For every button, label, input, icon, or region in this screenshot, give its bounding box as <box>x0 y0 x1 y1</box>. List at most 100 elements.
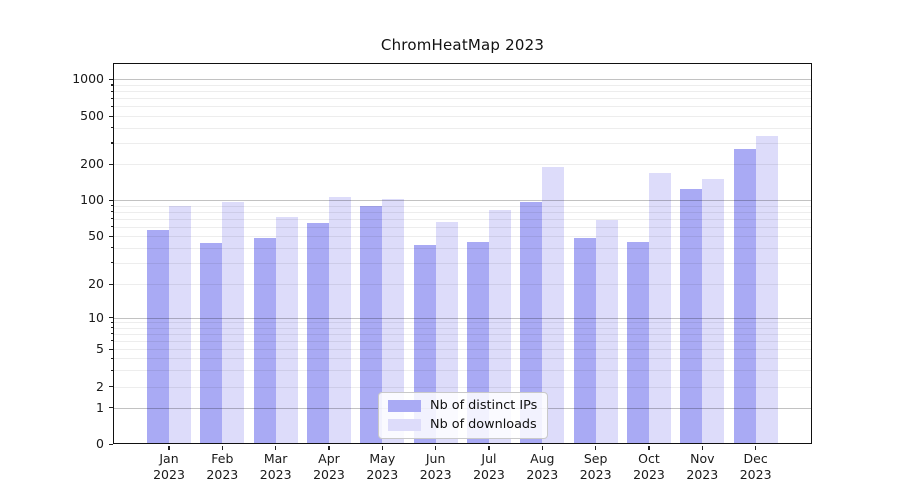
y-axis-minor-tick-mark <box>111 142 113 144</box>
gridline-y-3 <box>113 370 812 372</box>
x-axis-tick-label: Jun 2023 <box>419 451 452 482</box>
gridline-y-900 <box>113 84 812 86</box>
y-axis-minor-tick-mark <box>111 84 113 86</box>
gridline-y-200 <box>113 164 812 166</box>
gridline-y-400 <box>113 127 812 129</box>
y-axis-tick-label: 2 <box>96 378 104 394</box>
x-axis-tick-label: Jan 2023 <box>153 451 185 482</box>
gridline-y-90 <box>113 205 812 207</box>
y-axis-tick-label: 100 <box>80 192 104 208</box>
y-axis-minor-tick-mark <box>111 226 113 228</box>
bar-downloads <box>382 198 405 444</box>
y-axis-tick-label: 500 <box>80 108 104 123</box>
y-axis-tick-mark <box>109 199 113 201</box>
bar-downloads <box>542 166 565 444</box>
y-axis-tick-label: 1 <box>96 399 104 415</box>
bar-distinct-ips <box>626 241 649 444</box>
bar-distinct-ips <box>680 188 703 444</box>
gridline-y-50 <box>113 236 812 237</box>
x-axis-tick-label: Dec 2023 <box>739 451 772 482</box>
y-axis-minor-tick-mark <box>111 127 113 129</box>
bar-downloads <box>755 136 778 444</box>
bar-distinct-ips <box>733 149 756 444</box>
y-axis-tick-label: 5 <box>96 341 104 356</box>
gridline-y-70 <box>113 218 812 220</box>
gridline-y-7 <box>113 333 812 335</box>
gridline-y-700 <box>113 98 812 100</box>
bar-downloads <box>488 209 511 444</box>
gridline-y-80 <box>113 211 812 213</box>
x-axis-tick-label: Jul 2023 <box>473 451 505 482</box>
x-axis-tick-mark <box>381 445 383 450</box>
bar-downloads <box>169 205 191 444</box>
y-axis-tick-label: 50 <box>88 228 104 243</box>
legend-swatch-downloads <box>388 419 421 431</box>
x-axis-tick-mark <box>435 445 437 450</box>
y-axis-minor-tick-mark <box>111 218 113 220</box>
y-axis-tick-mark <box>109 163 113 165</box>
y-axis-tick-mark <box>109 283 113 285</box>
x-axis-tick-label: Sep 2023 <box>579 451 612 482</box>
x-axis-tick-label: Apr 2023 <box>313 451 345 482</box>
gridline-y-5 <box>113 349 812 350</box>
y-axis-tick-mark <box>109 78 113 80</box>
y-axis-minor-tick-mark <box>111 247 113 249</box>
bar-downloads <box>435 222 458 444</box>
gridline-y-60 <box>113 226 812 228</box>
y-axis-tick-label: 0 <box>96 436 104 451</box>
gridline-y-8 <box>113 327 812 329</box>
gridline-y-9 <box>113 322 812 324</box>
legend: Nb of distinct IPs Nb of downloads <box>378 392 549 439</box>
y-axis-tick-mark <box>109 348 113 350</box>
y-axis-minor-tick-mark <box>111 262 113 264</box>
x-axis-tick-label: Feb 2023 <box>206 451 239 482</box>
legend-item-distinct-ips: Nb of distinct IPs <box>388 399 537 413</box>
y-axis-minor-tick-mark <box>111 97 113 99</box>
gridline-y-20 <box>113 284 812 285</box>
y-axis-minor-tick-mark <box>111 90 113 92</box>
x-axis-tick-mark <box>275 445 277 450</box>
bar-distinct-ips <box>147 230 169 444</box>
x-axis-tick-label: Oct 2023 <box>633 451 665 482</box>
y-axis-tick-label: 1000 <box>72 71 104 87</box>
bar-downloads <box>328 196 351 444</box>
x-axis-tick-mark <box>755 445 757 450</box>
gridline-y-300 <box>113 142 812 144</box>
gridline-y-1000 <box>113 79 812 81</box>
bar-distinct-ips <box>573 238 596 444</box>
y-axis-minor-tick-mark <box>111 205 113 207</box>
y-axis-tick-mark <box>109 235 113 237</box>
y-axis-minor-tick-mark <box>111 369 113 371</box>
gridline-y-800 <box>113 91 812 93</box>
y-axis-minor-tick-mark <box>111 327 113 329</box>
y-axis-minor-tick-mark <box>111 357 113 359</box>
x-axis-tick-mark <box>701 445 703 450</box>
x-axis-tick-mark <box>488 445 490 450</box>
gridline-y-4 <box>113 358 812 360</box>
x-axis-tick-mark <box>328 445 330 450</box>
bar-distinct-ips <box>520 202 543 444</box>
x-axis-tick-label: May 2023 <box>366 451 399 482</box>
bar-downloads <box>222 201 245 444</box>
gridline-y-2 <box>113 386 812 388</box>
plot-area <box>113 63 812 444</box>
bar-downloads <box>595 220 618 444</box>
bar-distinct-ips <box>306 223 329 444</box>
x-axis-tick-label: Mar 2023 <box>259 451 292 482</box>
gridline-y-500 <box>113 116 812 117</box>
y-axis-minor-tick-mark <box>111 333 113 335</box>
gridline-y-6 <box>113 340 812 342</box>
gridline-y-100 <box>113 200 812 202</box>
bar-distinct-ips <box>253 238 276 444</box>
y-axis-minor-tick-mark <box>111 105 113 108</box>
bar-distinct-ips <box>200 242 223 444</box>
y-axis-minor-tick-mark <box>111 211 113 213</box>
y-axis-tick-mark <box>109 443 113 445</box>
legend-label-distinct-ips: Nb of distinct IPs <box>430 398 538 413</box>
gridline-y-40 <box>113 247 812 249</box>
legend-label-downloads: Nb of downloads <box>430 417 537 432</box>
x-axis-tick-label: Nov 2023 <box>686 451 719 482</box>
legend-item-downloads: Nb of downloads <box>388 418 537 432</box>
x-axis-tick-mark <box>648 445 650 450</box>
